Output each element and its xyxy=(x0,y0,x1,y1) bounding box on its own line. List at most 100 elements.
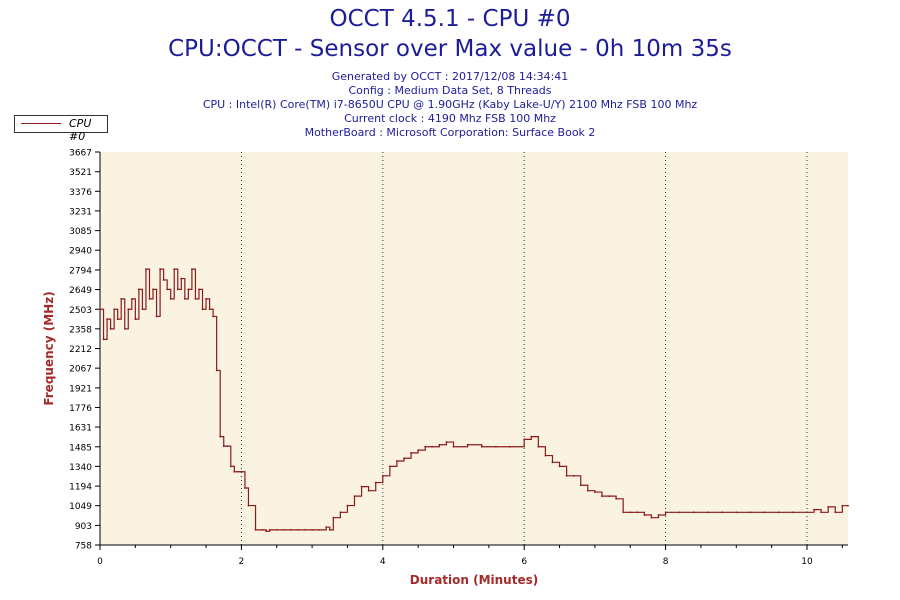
data-point-0-53 xyxy=(318,528,321,531)
data-point-0-111 xyxy=(827,506,830,508)
y-tick-label-903: 903 xyxy=(75,522,92,532)
data-point-0-104 xyxy=(749,511,752,514)
y-tick-label-1049: 1049 xyxy=(69,502,92,512)
data-point-0-0 xyxy=(99,308,101,311)
data-point-0-32 xyxy=(212,315,215,318)
data-point-0-35 xyxy=(222,445,225,448)
data-point-0-59 xyxy=(353,495,356,497)
data-point-0-70 xyxy=(431,445,434,448)
data-point-0-68 xyxy=(417,449,420,452)
data-point-0-23 xyxy=(180,277,183,280)
data-point-0-26 xyxy=(191,268,193,271)
data-point-0-67 xyxy=(410,451,412,454)
data-point-0-100 xyxy=(692,511,695,514)
data-point-0-88 xyxy=(593,491,596,493)
y-tick-label-1485: 1485 xyxy=(69,443,92,453)
y-tick-label-3667: 3667 xyxy=(69,149,92,159)
data-point-0-96 xyxy=(650,516,653,519)
y-tick-label-1194: 1194 xyxy=(69,483,92,493)
data-point-0-4 xyxy=(113,308,116,311)
info-cpu: CPU : Intel(R) Core(TM) i7-8650U CPU @ 1… xyxy=(202,98,698,111)
data-point-0-8 xyxy=(127,308,130,311)
x-tick-label-0: 0 xyxy=(97,557,103,567)
data-point-0-22 xyxy=(176,288,179,291)
x-tick-label-2: 2 xyxy=(239,557,245,567)
data-point-0-87 xyxy=(586,489,589,492)
data-point-0-83 xyxy=(558,465,561,468)
data-point-0-64 xyxy=(388,465,391,468)
data-point-0-2 xyxy=(106,318,108,321)
data-point-0-95 xyxy=(643,514,646,516)
data-point-0-14 xyxy=(148,297,151,300)
data-point-0-82 xyxy=(551,461,554,464)
data-point-0-74 xyxy=(466,443,469,446)
data-point-0-20 xyxy=(169,297,172,300)
x-tick-label-8: 8 xyxy=(663,557,669,567)
data-point-0-3 xyxy=(109,327,112,330)
data-point-0-72 xyxy=(445,441,448,443)
data-point-0-69 xyxy=(424,445,427,448)
data-point-0-94 xyxy=(636,511,639,514)
data-point-0-98 xyxy=(664,511,667,514)
data-point-0-113 xyxy=(841,504,844,507)
info-current-clock: Current clock : 4190 Mhz FSB 100 Mhz xyxy=(344,112,556,125)
x-tick-label-10: 10 xyxy=(801,557,813,567)
data-point-0-18 xyxy=(162,279,165,281)
y-tick-label-2212: 2212 xyxy=(69,345,92,355)
info-config: Config : Medium Data Set, 8 Threads xyxy=(348,84,552,97)
x-axis-title: Duration (Minutes) xyxy=(410,573,538,587)
data-point-0-109 xyxy=(813,508,815,511)
data-point-0-43 xyxy=(254,528,257,531)
data-point-0-51 xyxy=(304,528,306,531)
data-point-0-112 xyxy=(834,511,837,514)
data-point-0-46 xyxy=(268,528,271,531)
data-point-0-54 xyxy=(325,526,328,529)
data-point-0-62 xyxy=(374,481,377,484)
data-point-0-33 xyxy=(215,369,218,372)
y-tick-label-1631: 1631 xyxy=(69,424,92,434)
y-tick-label-2067: 2067 xyxy=(69,365,92,375)
data-point-0-16 xyxy=(155,315,158,318)
data-point-0-17 xyxy=(159,268,161,271)
data-point-0-110 xyxy=(820,511,823,514)
x-tick-label-6: 6 xyxy=(521,557,527,567)
data-point-0-37 xyxy=(229,465,232,468)
y-tick-label-1776: 1776 xyxy=(69,404,92,414)
y-tick-label-1340: 1340 xyxy=(69,463,92,473)
data-point-0-13 xyxy=(145,268,147,271)
data-point-0-44 xyxy=(261,528,264,531)
data-point-0-36 xyxy=(226,445,229,448)
data-point-0-1 xyxy=(102,338,105,341)
y-tick-label-3521: 3521 xyxy=(69,168,92,178)
data-point-0-76 xyxy=(495,445,497,448)
data-point-0-60 xyxy=(360,485,363,488)
data-point-0-77 xyxy=(509,445,511,448)
data-point-0-86 xyxy=(579,484,582,487)
y-tick-label-758: 758 xyxy=(75,542,92,552)
data-point-0-89 xyxy=(601,495,603,497)
data-point-0-102 xyxy=(721,511,724,514)
chart-title: OCCT 4.5.1 - CPU #0 xyxy=(329,6,571,32)
data-point-0-24 xyxy=(183,297,186,300)
data-point-0-85 xyxy=(572,474,575,477)
data-point-0-19 xyxy=(166,288,169,291)
data-point-0-114 xyxy=(847,504,849,507)
data-point-0-6 xyxy=(120,297,123,300)
info-generated: Generated by OCCT : 2017/12/08 14:34:41 xyxy=(331,70,569,83)
data-point-0-49 xyxy=(289,528,292,531)
data-point-0-15 xyxy=(152,288,154,291)
y-tick-label-2940: 2940 xyxy=(69,247,92,257)
data-point-0-106 xyxy=(777,511,780,514)
data-point-0-48 xyxy=(282,528,285,531)
chart-subtitle: CPU:OCCT - Sensor over Max value - 0h 10… xyxy=(168,36,732,62)
info-motherboard: MotherBoard : Microsoft Corporation: Sur… xyxy=(304,126,596,139)
data-point-0-97 xyxy=(657,514,660,516)
data-point-0-38 xyxy=(233,470,236,473)
legend-label: CPU #0 xyxy=(69,117,92,143)
data-point-0-7 xyxy=(123,327,126,330)
data-point-0-42 xyxy=(247,504,250,507)
data-point-0-52 xyxy=(311,528,313,531)
data-point-0-78 xyxy=(523,438,526,441)
data-point-0-5 xyxy=(116,318,119,321)
